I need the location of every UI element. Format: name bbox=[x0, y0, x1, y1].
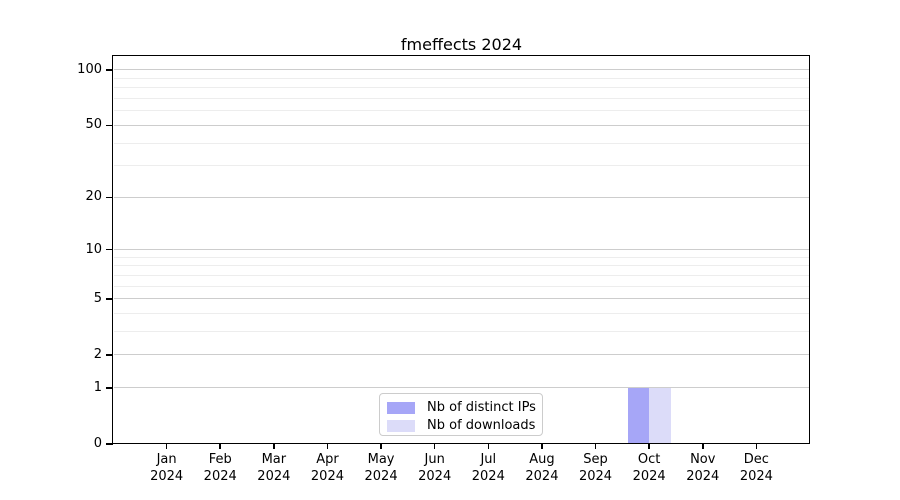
x-tick-mark bbox=[648, 443, 650, 449]
x-tick-year: 2024 bbox=[364, 468, 398, 484]
x-tick-month: Jul bbox=[480, 452, 497, 467]
x-tick-mark bbox=[273, 443, 275, 449]
y-tick-mark bbox=[106, 196, 113, 198]
y-tick-label: 2 bbox=[93, 346, 102, 362]
x-tick-label: Jul 2024 bbox=[456, 452, 520, 485]
chart-title: fmeffects 2024 bbox=[400, 35, 523, 54]
y-gridline-major bbox=[114, 249, 809, 251]
x-tick-month: May bbox=[367, 452, 395, 467]
y-tick-mark bbox=[106, 387, 113, 389]
y-gridline-minor bbox=[114, 265, 809, 267]
x-tick-month: Apr bbox=[316, 452, 339, 467]
y-tick-mark bbox=[106, 124, 113, 127]
y-tick-label: 100 bbox=[77, 61, 102, 77]
bar-downloads bbox=[649, 387, 671, 444]
x-tick-label: Dec 2024 bbox=[724, 452, 788, 485]
y-gridline-minor bbox=[114, 110, 809, 112]
y-gridline-major bbox=[114, 124, 809, 126]
x-tick-month: Oct bbox=[637, 452, 661, 467]
x-tick-year: 2024 bbox=[525, 468, 559, 484]
x-tick-month: Sep bbox=[583, 452, 608, 467]
x-tick-label: Jun 2024 bbox=[403, 452, 467, 485]
x-tick-year: 2024 bbox=[739, 468, 773, 484]
x-tick-mark bbox=[487, 443, 490, 449]
x-tick-label: Oct 2024 bbox=[617, 452, 681, 485]
x-tick-mark bbox=[165, 443, 168, 449]
x-tick-month: Jan bbox=[156, 452, 177, 467]
x-tick-month: Nov bbox=[690, 452, 716, 467]
y-gridline-minor bbox=[114, 313, 809, 315]
plot-area-border bbox=[112, 55, 810, 444]
y-tick-mark bbox=[106, 443, 113, 445]
legend: Nb of distinct IPs Nb of downloads bbox=[379, 393, 543, 436]
y-tick-mark bbox=[106, 298, 113, 300]
y-gridline-major bbox=[114, 298, 809, 300]
x-tick-label: Mar 2024 bbox=[242, 452, 306, 485]
x-tick-year: 2024 bbox=[203, 468, 237, 484]
legend-swatch-distinct-ips bbox=[387, 401, 415, 414]
y-gridline-minor bbox=[114, 77, 809, 79]
x-tick-mark bbox=[755, 443, 758, 449]
x-tick-label: Apr 2024 bbox=[295, 452, 359, 485]
legend-swatch-downloads bbox=[387, 419, 415, 432]
y-tick-label: 20 bbox=[85, 189, 102, 205]
x-tick-month: Feb bbox=[208, 452, 232, 467]
x-tick-mark bbox=[702, 443, 704, 449]
y-gridline-minor bbox=[114, 331, 809, 333]
y-gridline-major bbox=[114, 69, 809, 71]
x-tick-year: 2024 bbox=[578, 468, 613, 484]
y-gridline-minor bbox=[114, 256, 809, 258]
legend-label-distinct-ips: Nb of distinct IPs bbox=[427, 400, 536, 415]
y-gridline-minor bbox=[114, 274, 809, 276]
x-tick-mark bbox=[219, 443, 221, 449]
x-tick-mark bbox=[433, 443, 436, 449]
y-gridline-major bbox=[114, 387, 809, 389]
x-tick-mark bbox=[594, 443, 597, 449]
y-tick-mark bbox=[106, 354, 113, 356]
x-tick-label: Feb 2024 bbox=[188, 452, 252, 485]
x-tick-label: Sep 2024 bbox=[564, 452, 628, 485]
x-tick-mark bbox=[326, 443, 329, 449]
y-gridline-minor bbox=[114, 142, 809, 144]
y-gridline-major bbox=[114, 354, 809, 356]
legend-item-distinct-ips: Nb of distinct IPs bbox=[380, 399, 542, 416]
y-tick-label: 10 bbox=[85, 241, 102, 257]
x-tick-label: Aug 2024 bbox=[510, 452, 574, 485]
bar-distinct-ips bbox=[627, 387, 650, 444]
x-tick-year: 2024 bbox=[632, 468, 666, 484]
x-tick-year: 2024 bbox=[310, 468, 344, 484]
y-gridline-minor bbox=[114, 165, 809, 167]
x-tick-label: Nov 2024 bbox=[671, 452, 735, 485]
x-tick-year: 2024 bbox=[150, 468, 184, 484]
x-tick-mark bbox=[380, 443, 382, 449]
x-tick-month: Mar bbox=[261, 452, 287, 467]
y-tick-mark bbox=[106, 248, 113, 251]
x-tick-month: Jun bbox=[424, 452, 445, 467]
legend-item-downloads: Nb of downloads bbox=[380, 417, 542, 434]
y-tick-label: 5 bbox=[93, 290, 102, 306]
y-gridline-minor bbox=[114, 87, 809, 89]
legend-label-downloads: Nb of downloads bbox=[427, 418, 536, 433]
y-gridline-major bbox=[114, 196, 809, 198]
y-tick-label: 1 bbox=[93, 379, 102, 395]
y-tick-mark bbox=[106, 69, 113, 71]
x-tick-mark bbox=[541, 443, 543, 449]
y-gridline-minor bbox=[114, 98, 809, 100]
x-tick-label: May 2024 bbox=[349, 452, 413, 485]
y-tick-label: 0 bbox=[93, 436, 102, 451]
x-tick-year: 2024 bbox=[257, 468, 291, 484]
x-tick-year: 2024 bbox=[471, 468, 505, 484]
x-tick-year: 2024 bbox=[418, 468, 452, 484]
x-tick-month: Aug bbox=[529, 452, 555, 467]
x-tick-year: 2024 bbox=[686, 468, 720, 484]
y-tick-label: 50 bbox=[85, 117, 102, 133]
y-gridline-minor bbox=[114, 285, 809, 287]
x-tick-month: Dec bbox=[743, 452, 769, 467]
x-tick-label: Jan 2024 bbox=[135, 452, 199, 485]
